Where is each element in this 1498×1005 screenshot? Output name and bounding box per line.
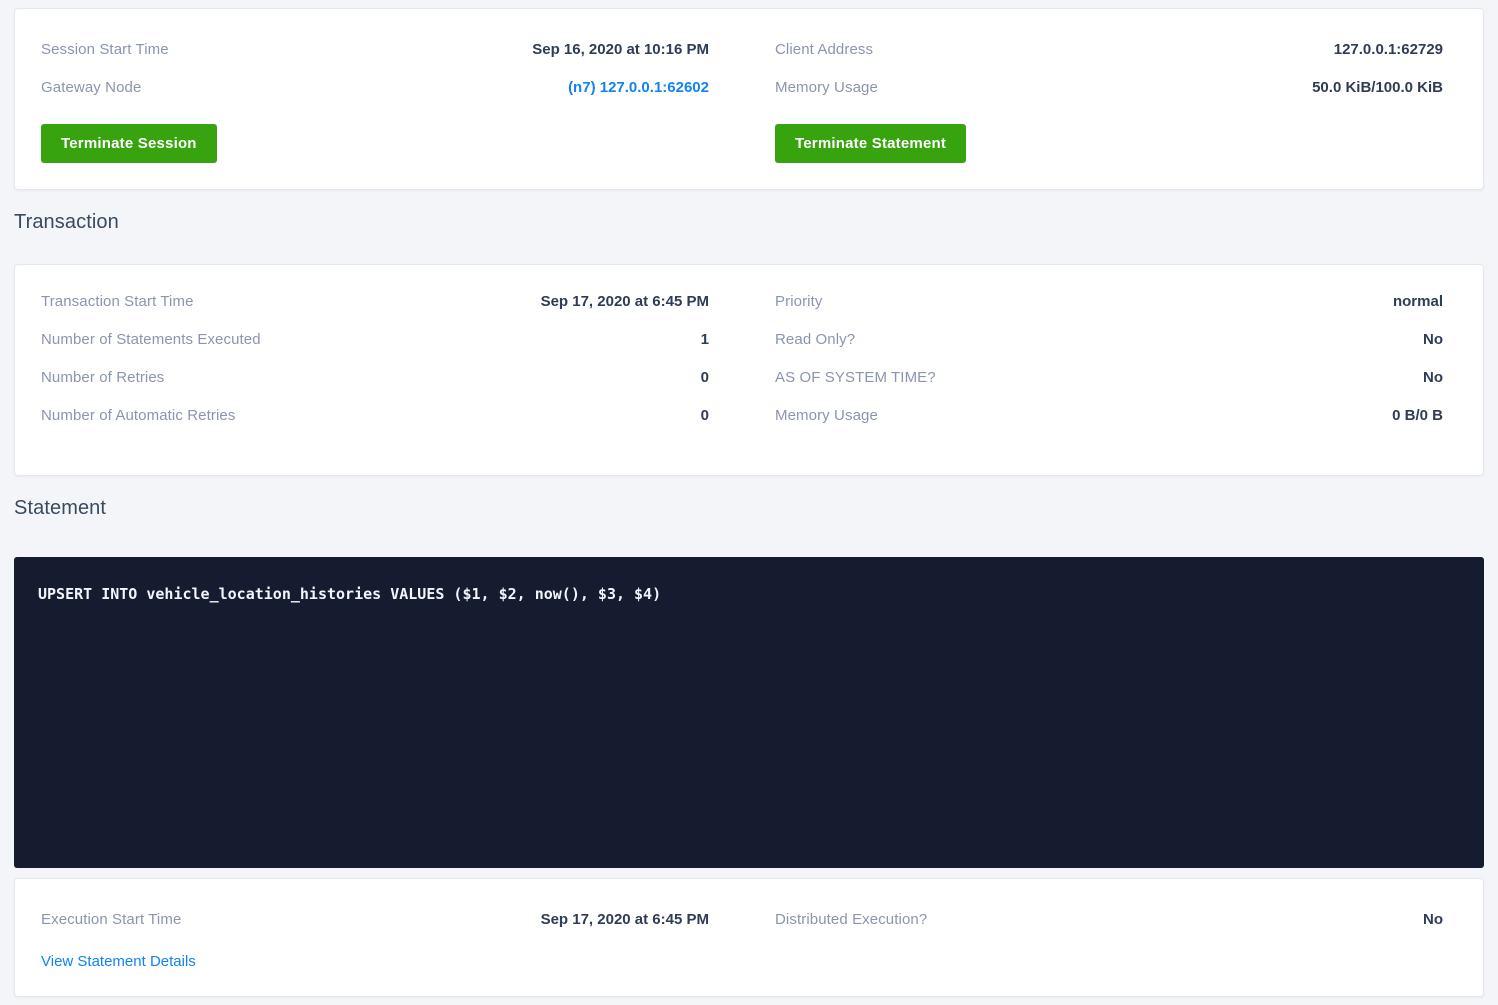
execution-start-time-label: Execution Start Time — [41, 911, 182, 928]
gateway-node-label: Gateway Node — [41, 79, 142, 96]
automatic-retries-label: Number of Automatic Retries — [41, 407, 236, 424]
session-card-right-column: Client Address 127.0.0.1:62729 Memory Us… — [749, 9, 1483, 189]
read-only-label: Read Only? — [775, 331, 856, 348]
as-of-system-time-row: AS OF SYSTEM TIME? No — [775, 369, 1443, 407]
transaction-memory-usage-value: 0 B/0 B — [1392, 407, 1443, 424]
transaction-memory-usage-label: Memory Usage — [775, 407, 878, 424]
terminate-statement-row: Terminate Statement — [775, 117, 1443, 163]
as-of-system-time-value: No — [1423, 369, 1443, 386]
view-statement-details-row: View Statement Details — [41, 949, 709, 971]
view-statement-details-link[interactable]: View Statement Details — [41, 953, 196, 970]
statements-executed-label: Number of Statements Executed — [41, 331, 261, 348]
terminate-session-row: Terminate Session — [41, 117, 709, 163]
client-address-label: Client Address — [775, 41, 874, 58]
session-memory-usage-label: Memory Usage — [775, 79, 878, 96]
transaction-card-right-column: Priority normal Read Only? No AS OF SYST… — [749, 265, 1483, 475]
distributed-execution-label: Distributed Execution? — [775, 911, 928, 928]
execution-card-spacer — [775, 949, 1443, 987]
read-only-row: Read Only? No — [775, 331, 1443, 369]
session-start-time-row: Session Start Time Sep 16, 2020 at 10:16… — [41, 41, 709, 79]
statements-executed-row: Number of Statements Executed 1 — [41, 331, 709, 369]
as-of-system-time-label: AS OF SYSTEM TIME? — [775, 369, 936, 386]
gateway-node-link[interactable]: (n7) 127.0.0.1:62602 — [568, 79, 709, 96]
statement-section-title: Statement — [14, 497, 107, 519]
read-only-value: No — [1423, 331, 1443, 348]
number-of-retries-value: 0 — [700, 369, 709, 386]
transaction-card-left-column: Transaction Start Time Sep 17, 2020 at 6… — [15, 265, 749, 475]
transaction-section-title: Transaction — [14, 211, 119, 233]
execution-card-right-column: Distributed Execution? No — [749, 879, 1483, 996]
session-card: Session Start Time Sep 16, 2020 at 10:16… — [14, 8, 1484, 190]
transaction-start-time-row: Transaction Start Time Sep 17, 2020 at 6… — [41, 293, 709, 331]
sql-statement-block: UPSERT INTO vehicle_location_histories V… — [14, 557, 1484, 868]
transaction-start-time-label: Transaction Start Time — [41, 293, 194, 310]
execution-card: Execution Start Time Sep 17, 2020 at 6:4… — [14, 878, 1484, 997]
priority-label: Priority — [775, 293, 823, 310]
client-address-row: Client Address 127.0.0.1:62729 — [775, 41, 1443, 79]
execution-card-left-column: Execution Start Time Sep 17, 2020 at 6:4… — [15, 879, 749, 996]
transaction-memory-usage-row: Memory Usage 0 B/0 B — [775, 407, 1443, 445]
session-start-time-value: Sep 16, 2020 at 10:16 PM — [532, 41, 709, 58]
session-memory-usage-value: 50.0 KiB/100.0 KiB — [1312, 79, 1443, 96]
distributed-execution-value: No — [1423, 911, 1443, 928]
priority-row: Priority normal — [775, 293, 1443, 331]
distributed-execution-row: Distributed Execution? No — [775, 911, 1443, 949]
client-address-value: 127.0.0.1:62729 — [1333, 41, 1443, 58]
transaction-card: Transaction Start Time Sep 17, 2020 at 6… — [14, 264, 1484, 476]
priority-value: normal — [1392, 293, 1443, 310]
terminate-statement-button[interactable]: Terminate Statement — [775, 124, 967, 163]
number-of-retries-label: Number of Retries — [41, 369, 165, 386]
number-of-retries-row: Number of Retries 0 — [41, 369, 709, 407]
gateway-node-row: Gateway Node (n7) 127.0.0.1:62602 — [41, 79, 709, 117]
session-start-time-label: Session Start Time — [41, 41, 169, 58]
execution-start-time-value: Sep 17, 2020 at 6:45 PM — [540, 911, 709, 928]
transaction-start-time-value: Sep 17, 2020 at 6:45 PM — [540, 293, 709, 310]
automatic-retries-row: Number of Automatic Retries 0 — [41, 407, 709, 445]
execution-start-time-row: Execution Start Time Sep 17, 2020 at 6:4… — [41, 911, 709, 949]
terminate-session-button[interactable]: Terminate Session — [41, 124, 217, 163]
session-memory-usage-row: Memory Usage 50.0 KiB/100.0 KiB — [775, 79, 1443, 117]
automatic-retries-value: 0 — [700, 407, 709, 424]
statements-executed-value: 1 — [700, 331, 709, 348]
session-card-left-column: Session Start Time Sep 16, 2020 at 10:16… — [15, 9, 749, 189]
sql-statement-text: UPSERT INTO vehicle_location_histories V… — [38, 585, 662, 603]
